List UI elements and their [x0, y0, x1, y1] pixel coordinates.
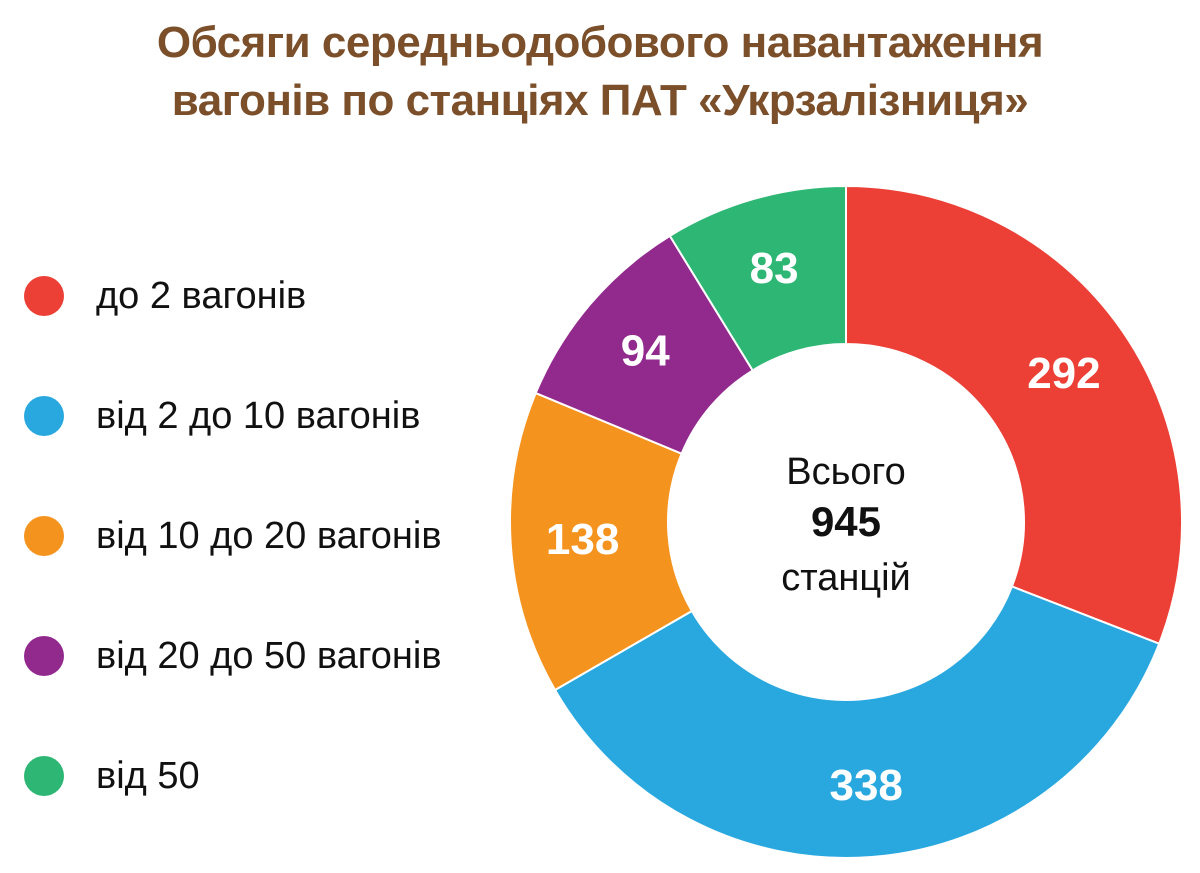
donut-slice: [668, 184, 847, 372]
legend-label: від 10 до 20 вагонів: [96, 515, 442, 557]
legend-label: від 2 до 10 вагонів: [96, 395, 421, 437]
legend-label: від 20 до 50 вагонів: [96, 635, 442, 677]
center-label-total-word: Всього: [786, 451, 905, 493]
center-label-stations: станцій: [781, 557, 911, 599]
legend-item: до 2 вагонів: [24, 262, 494, 382]
legend-swatch: [24, 756, 64, 796]
chart-title-line-2: вагонів по станціях ПАТ «Укрзалізниця»: [171, 76, 1029, 125]
legend-swatch: [24, 636, 64, 676]
donut-slice-value-label: 292: [1027, 349, 1100, 398]
legend-item: від 10 до 20 вагонів: [24, 502, 494, 622]
legend-label: від 50: [96, 755, 200, 797]
legend-swatch: [24, 516, 64, 556]
chart-title: Обсяги середньодобового навантаження ваг…: [0, 14, 1200, 130]
donut-slice-value-label: 83: [750, 244, 799, 293]
legend-item: від 2 до 10 вагонів: [24, 382, 494, 502]
legend: до 2 вагонів від 2 до 10 вагонів від 10 до…: [24, 262, 494, 862]
legend-item: від 50: [24, 742, 494, 862]
legend-item: від 20 до 50 вагонів: [24, 622, 494, 742]
donut-slice-value-label: 94: [621, 327, 670, 376]
chart-title-line-1: Обсяги середньодобового навантаження: [156, 18, 1044, 67]
donut-slice: [553, 585, 1161, 859]
donut-slice: [845, 184, 1183, 646]
donut-slice-value-label: 138: [546, 515, 619, 564]
legend-swatch: [24, 276, 64, 316]
donut-slice-labels: 292 338 138 94 83: [546, 244, 1101, 810]
legend-label: до 2 вагонів: [96, 275, 307, 317]
donut-slices: [508, 184, 1183, 859]
center-total-value: 945: [811, 498, 881, 545]
donut-slice-value-label: 338: [829, 761, 902, 810]
legend-swatch: [24, 396, 64, 436]
donut-slice: [508, 391, 694, 692]
